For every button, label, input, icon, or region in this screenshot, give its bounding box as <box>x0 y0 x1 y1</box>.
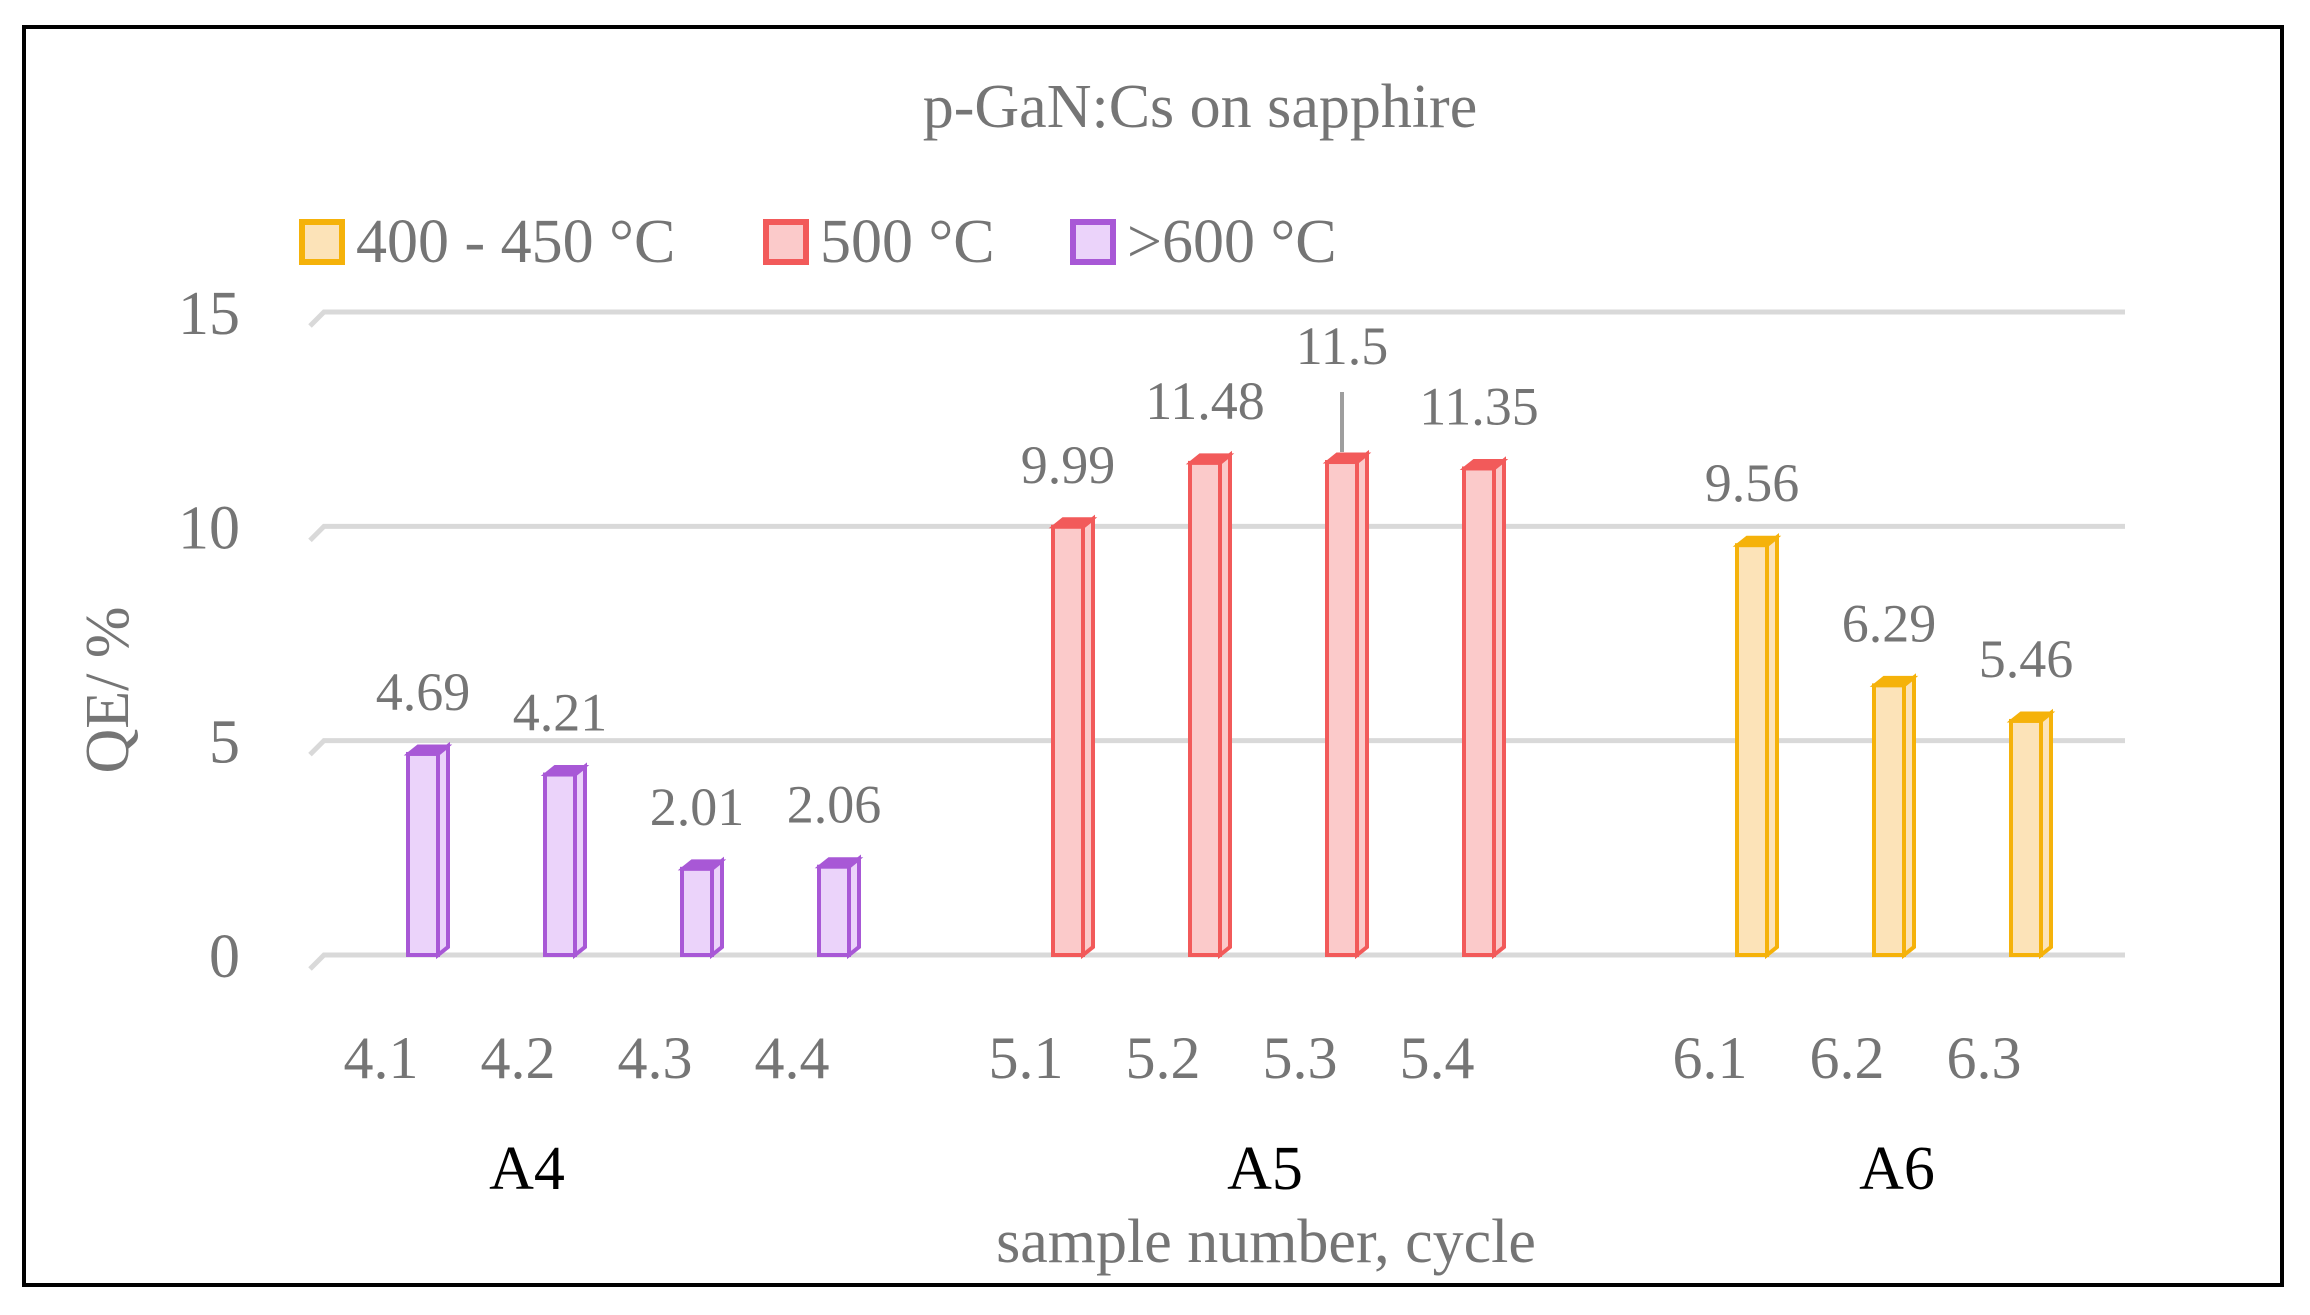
bar-front <box>1735 543 1769 957</box>
bar <box>814 854 864 960</box>
gridlines <box>308 309 2125 971</box>
x-tick-label: 6.3 <box>1947 1025 2022 1091</box>
bar-side <box>1492 456 1506 960</box>
data-labels: 4.69 4.21 2.01 2.06 9.99 11.48 11.5 11.35 9.56 6.… <box>376 316 2074 837</box>
bar-front <box>1051 524 1085 958</box>
data-label: 5.46 <box>1979 629 2074 689</box>
bar <box>677 856 727 960</box>
bar-side <box>2039 708 2053 960</box>
chart-title: p-GaN:Cs on sapphire <box>923 73 1477 141</box>
bars <box>403 449 2056 960</box>
bar <box>1185 450 1235 960</box>
group-label: A6 <box>1859 1135 1935 1203</box>
bar-top <box>1048 517 1098 529</box>
group-label: A5 <box>1227 1135 1303 1203</box>
bar <box>2006 708 2056 960</box>
y-tick-label: 15 <box>178 280 240 348</box>
data-label: 9.99 <box>1021 435 1116 495</box>
gridline <box>308 952 2125 971</box>
data-label: 11.48 <box>1145 371 1265 431</box>
bar-top <box>1322 452 1372 464</box>
bar-side <box>1765 533 1779 960</box>
bar-side <box>710 856 724 960</box>
x-tick-label: 4.2 <box>481 1025 556 1091</box>
bar-front <box>1325 460 1359 957</box>
bar-front <box>1872 683 1906 957</box>
bar <box>1459 456 1509 960</box>
bar-front <box>2009 718 2043 957</box>
legend-swatch <box>1070 219 1116 265</box>
gridline <box>308 309 2125 328</box>
legend-label: >600 °C <box>1127 208 1337 276</box>
data-label: 11.35 <box>1419 376 1539 436</box>
y-tick-label: 0 <box>209 923 240 991</box>
data-label: 2.06 <box>787 775 882 835</box>
y-axis-ticks: 0 5 10 15 <box>178 280 240 991</box>
bar <box>403 741 453 960</box>
bar-top <box>1459 458 1509 470</box>
y-axis-label: QE/ % <box>74 606 142 773</box>
data-label: 2.01 <box>650 777 745 837</box>
bar <box>1048 514 1098 960</box>
bar <box>1732 533 1782 960</box>
data-label: 4.69 <box>376 662 471 722</box>
x-axis-ticks: 4.1 4.2 4.3 4.4 5.1 5.2 5.3 5.4 6.1 6.2 6.3 <box>344 1025 2022 1091</box>
legend-swatch <box>763 219 809 265</box>
x-tick-label: 5.2 <box>1126 1025 1201 1091</box>
bar-side <box>847 854 861 960</box>
bar-side <box>1355 449 1369 960</box>
x-tick-label: 5.3 <box>1263 1025 1338 1091</box>
y-tick-label: 10 <box>178 494 240 562</box>
bar-top <box>814 857 864 869</box>
x-tick-label: 4.3 <box>618 1025 693 1091</box>
bar-front <box>406 751 440 957</box>
bar-top <box>1732 535 1782 547</box>
legend-label: 400 - 450 °C <box>356 208 675 276</box>
y-tick-label: 5 <box>209 709 240 777</box>
bar-top <box>1185 453 1235 465</box>
bar-top <box>677 859 727 871</box>
x-tick-label: 5.1 <box>989 1025 1064 1091</box>
data-label: 11.5 <box>1296 316 1389 376</box>
data-label: 6.29 <box>1842 593 1937 653</box>
data-label: 9.56 <box>1705 453 1800 513</box>
legend: 400 - 450 °C 500 °C >600 °C <box>299 208 1337 276</box>
bar-side <box>436 741 450 960</box>
bar-side <box>1902 673 1916 960</box>
bar-side <box>573 762 587 960</box>
group-labels: A4 A5 A6 <box>489 1135 1935 1203</box>
bar-top <box>2006 711 2056 723</box>
bar-side <box>1218 450 1232 960</box>
bar-side <box>1081 514 1095 960</box>
chart-frame <box>22 25 2284 1287</box>
bar-front <box>1188 460 1222 957</box>
x-axis-label: sample number, cycle <box>996 1208 1536 1276</box>
x-tick-label: 5.4 <box>1400 1025 1475 1091</box>
bar-front <box>543 772 577 957</box>
data-label: 4.21 <box>513 683 608 743</box>
gridline <box>308 738 2125 757</box>
bar-top <box>403 744 453 756</box>
bar-front <box>817 864 851 957</box>
group-label: A4 <box>489 1135 565 1203</box>
bar-front <box>680 866 714 958</box>
bar-top <box>540 765 590 777</box>
bar <box>540 762 590 960</box>
gridline <box>308 523 2125 543</box>
legend-label: 500 °C <box>820 208 995 276</box>
legend-swatch <box>299 219 345 265</box>
bar <box>1869 673 1919 960</box>
x-tick-label: 6.1 <box>1673 1025 1748 1091</box>
bar-top <box>1869 675 1919 687</box>
x-tick-label: 6.2 <box>1810 1025 1885 1091</box>
x-tick-label: 4.4 <box>755 1025 830 1091</box>
bar-front <box>1462 466 1496 957</box>
x-tick-label: 4.1 <box>344 1025 419 1091</box>
bar <box>1322 449 1372 960</box>
